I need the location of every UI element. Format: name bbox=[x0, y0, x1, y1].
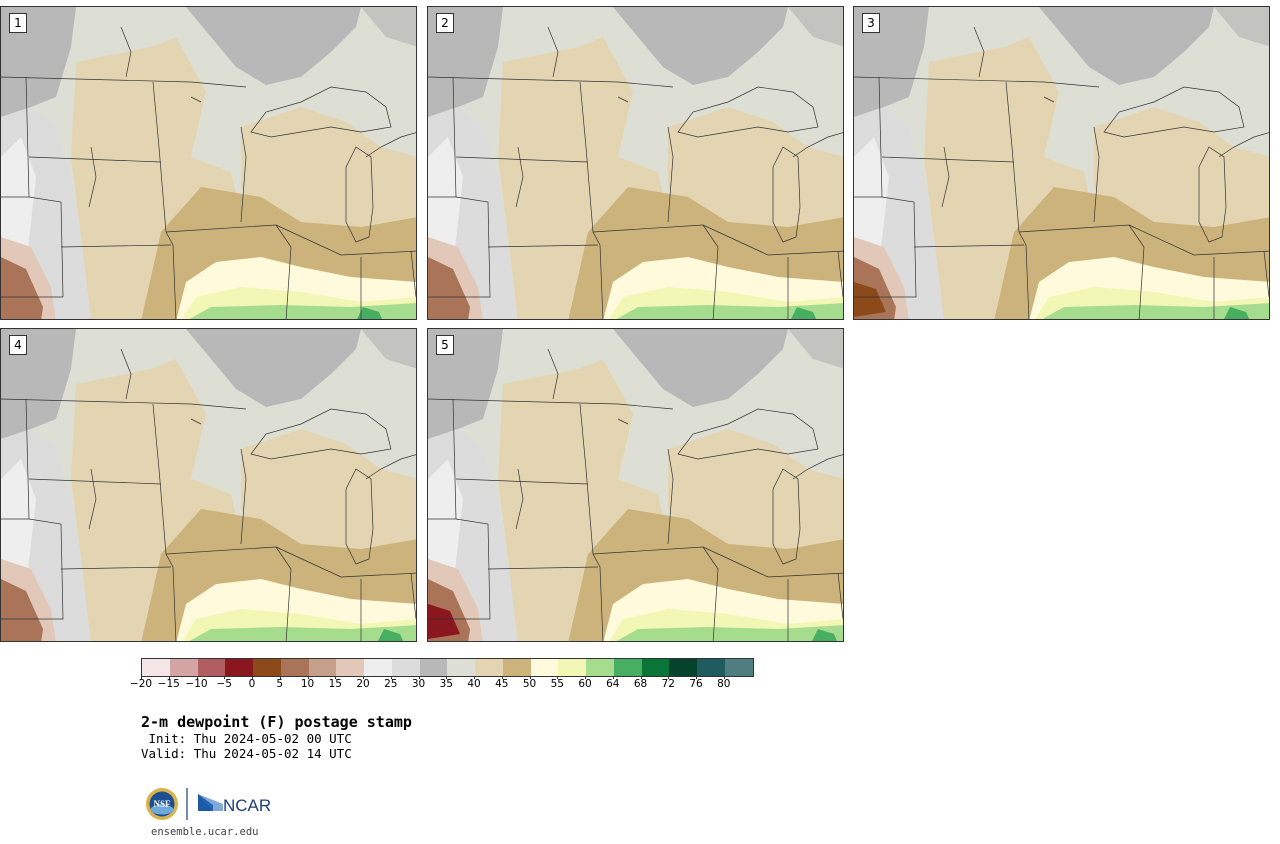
colorbar-segment bbox=[364, 659, 392, 676]
stamp-panel-5: 5 bbox=[427, 328, 844, 642]
colorbar-segment bbox=[225, 659, 253, 676]
colorbar-segment bbox=[586, 659, 614, 676]
panel-number-label: 1 bbox=[9, 13, 27, 33]
colorbar-tick-mark bbox=[612, 676, 614, 679]
colorbar-tick-label: 0 bbox=[248, 678, 256, 690]
colorbar-tick-mark bbox=[529, 676, 531, 679]
panel-number-label: 4 bbox=[9, 335, 27, 355]
colorbar-tick-mark bbox=[668, 676, 670, 679]
stamp-panel-4: 4 bbox=[0, 328, 417, 642]
colorbar-tick-mark bbox=[390, 676, 392, 679]
colorbar-segment bbox=[142, 659, 170, 676]
colorbar-tick-mark bbox=[168, 676, 170, 679]
colorbar-segment bbox=[724, 659, 753, 676]
colorbar-tick-label: 64 bbox=[606, 678, 620, 690]
colorbar-segment bbox=[169, 659, 198, 676]
colorbar-tick-mark bbox=[279, 676, 281, 679]
colorbar-tick-mark bbox=[474, 676, 475, 679]
colorbar-tick-label: 55 bbox=[550, 678, 564, 690]
colorbar-tick-label: −20 bbox=[129, 678, 153, 690]
colorbar-tick-mark bbox=[418, 676, 420, 679]
colorbar-tick-mark bbox=[307, 676, 309, 679]
panel-number-label: 2 bbox=[436, 13, 454, 33]
colorbar-tick-label: 20 bbox=[356, 678, 370, 690]
colorbar-segment bbox=[197, 659, 226, 676]
colorbar-tick-label: 72 bbox=[661, 678, 675, 690]
colorbar-tick-label: −15 bbox=[157, 678, 180, 690]
colorbar-tick-label: 60 bbox=[578, 678, 592, 690]
colorbar-segment bbox=[697, 659, 725, 676]
colorbar-tick-label: 40 bbox=[467, 678, 481, 690]
colorbar-segment bbox=[475, 659, 503, 676]
colorbar-segment bbox=[391, 659, 420, 676]
colorbar-segment bbox=[502, 659, 531, 676]
colorbar-tick-mark bbox=[696, 676, 697, 679]
colorbar-tick-label: 25 bbox=[384, 678, 398, 690]
colorbar-tick-label: 50 bbox=[522, 678, 537, 690]
colorbar-tick-label: 30 bbox=[411, 678, 426, 690]
colorbar-tick-label: 80 bbox=[717, 678, 731, 690]
colorbar-tick-label: −5 bbox=[216, 678, 232, 690]
colorbar-tick-label: 15 bbox=[328, 678, 342, 690]
colorbar-segment bbox=[308, 659, 337, 676]
site-url: ensemble.ucar.edu bbox=[151, 826, 259, 838]
colorbar-tick-mark bbox=[335, 676, 337, 679]
logo-block: NSF NCAR bbox=[145, 786, 275, 822]
colorbar-segment bbox=[447, 659, 475, 676]
colorbar-tick-mark bbox=[363, 676, 364, 679]
colorbar-segment bbox=[558, 659, 586, 676]
svg-text:NCAR: NCAR bbox=[223, 796, 271, 815]
colorbar-tick-mark bbox=[141, 676, 142, 679]
colorbar-segment bbox=[613, 659, 642, 676]
colorbar-tick-label: 35 bbox=[439, 678, 453, 690]
colorbar-tick-mark bbox=[224, 676, 226, 679]
stamp-panel-1: 1 bbox=[0, 6, 417, 320]
colorbar-ticks: −20 −15 −10 −5 0 5 10 15 20 25 30 35 40 45 50 55 60 64 68 7… bbox=[130, 676, 756, 694]
colorbar-segment bbox=[669, 659, 697, 676]
colorbar-segment bbox=[641, 659, 670, 676]
panel-number-label: 5 bbox=[436, 335, 454, 355]
colorbar-tick-label: 45 bbox=[495, 678, 509, 690]
colorbar-tick-mark bbox=[723, 676, 725, 679]
colorbar-tick-mark bbox=[196, 676, 198, 679]
colorbar-tick-mark bbox=[557, 676, 559, 679]
colorbar-segment bbox=[530, 659, 559, 676]
colorbar-tick-mark bbox=[640, 676, 642, 679]
colorbar-segment bbox=[336, 659, 364, 676]
colorbar-tick-mark bbox=[501, 676, 503, 679]
colorbar-tick-mark bbox=[446, 676, 448, 679]
init-time: Init: Thu 2024-05-02 00 UTC bbox=[141, 731, 352, 746]
colorbar-tick-mark bbox=[585, 676, 586, 679]
ncar-logo: NCAR bbox=[198, 794, 271, 815]
colorbar-tick-label: 5 bbox=[276, 678, 284, 690]
colorbar bbox=[141, 658, 754, 677]
colorbar-tick-label: 76 bbox=[689, 678, 703, 690]
valid-time: Valid: Thu 2024-05-02 14 UTC bbox=[141, 746, 352, 761]
colorbar-segment bbox=[253, 659, 281, 676]
stamp-panel-3: 3 bbox=[853, 6, 1270, 320]
colorbar-tick-label: −10 bbox=[185, 678, 208, 690]
colorbar-tick-label: 68 bbox=[633, 678, 648, 690]
colorbar-segment bbox=[280, 659, 309, 676]
stamp-panel-2: 2 bbox=[427, 6, 844, 320]
nsf-logo: NSF bbox=[146, 788, 178, 820]
colorbar-tick-mark bbox=[252, 676, 253, 679]
panel-number-label: 3 bbox=[862, 13, 880, 33]
colorbar-tick-label: 10 bbox=[300, 678, 315, 690]
svg-text:NSF: NSF bbox=[153, 799, 171, 809]
colorbar-segment bbox=[419, 659, 448, 676]
map-title: 2-m dewpoint (F) postage stamp bbox=[141, 713, 412, 731]
